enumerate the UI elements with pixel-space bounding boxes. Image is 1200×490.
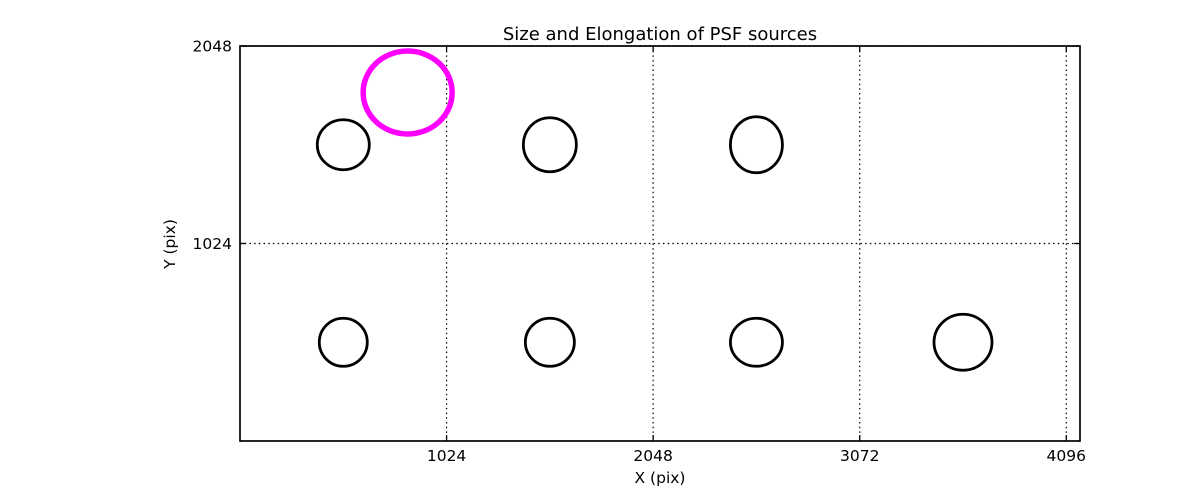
psf-source-ellipse	[932, 312, 994, 372]
chart-title: Size and Elongation of PSF sources	[503, 24, 817, 45]
y-tick-label-2048: 2048	[193, 38, 232, 56]
axes-box	[239, 45, 1081, 442]
x-tick-label-1024: 1024	[427, 447, 466, 465]
y-axis-label: Y (pix)	[161, 219, 179, 270]
psf-source-ellipse	[729, 316, 784, 368]
grid-layer	[240, 45, 1080, 441]
tick-layer	[240, 45, 1080, 441]
psf-source-ellipse	[315, 118, 371, 172]
axes-spines	[239, 45, 1081, 442]
psf-source-ellipse	[523, 316, 576, 368]
psf-sources-layer	[315, 48, 994, 372]
x-tick-label-3072: 3072	[840, 447, 879, 465]
psf-source-ellipse	[729, 115, 784, 175]
x-axis-label: X (pix)	[635, 469, 686, 487]
tick-label-layer: 1024 2048 3072 4096 1024 2048	[193, 38, 1086, 466]
x-tick-label-2048: 2048	[633, 447, 672, 465]
x-tick-label-4096: 4096	[1047, 447, 1086, 465]
psf-source-ellipse	[521, 116, 578, 174]
y-tick-label-1024: 1024	[193, 235, 232, 253]
psf-source-ellipse	[317, 316, 369, 368]
psf-source-ellipse-highlighted	[360, 48, 455, 137]
